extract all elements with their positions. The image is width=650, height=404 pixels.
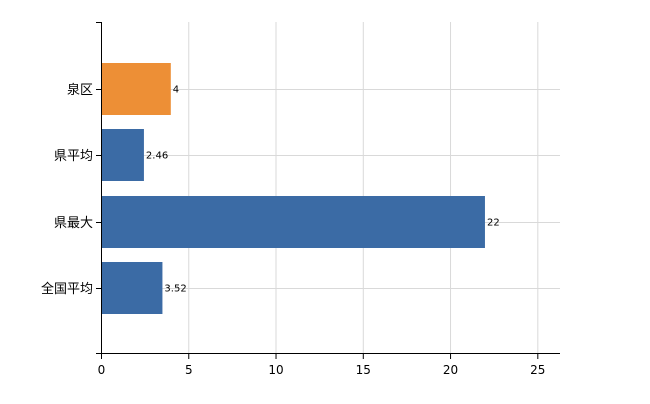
x-tick-label-5: 25 <box>530 363 545 377</box>
bar-2 <box>102 196 485 248</box>
category-label-0: 泉区 <box>67 82 93 98</box>
bars <box>102 63 485 314</box>
data-label-2: 22 <box>487 218 500 229</box>
x-tick-label-4: 20 <box>443 363 458 377</box>
data-label-3: 3.52 <box>164 284 186 295</box>
x-tick-label-1: 5 <box>185 363 193 377</box>
data-label-1: 2.46 <box>146 151 168 162</box>
x-tick-label-2: 10 <box>268 363 283 377</box>
bar-1 <box>102 129 144 181</box>
category-label-2: 県最大 <box>54 216 93 231</box>
bar-0 <box>102 63 171 115</box>
category-label-3: 全国平均 <box>41 281 93 297</box>
x-tick-label-3: 15 <box>356 363 371 377</box>
data-label-0: 4 <box>173 85 179 96</box>
axes <box>96 22 560 359</box>
category-label-1: 県平均 <box>54 149 93 164</box>
bar-3 <box>102 262 163 314</box>
x-tick-label-0: 0 <box>98 363 106 377</box>
